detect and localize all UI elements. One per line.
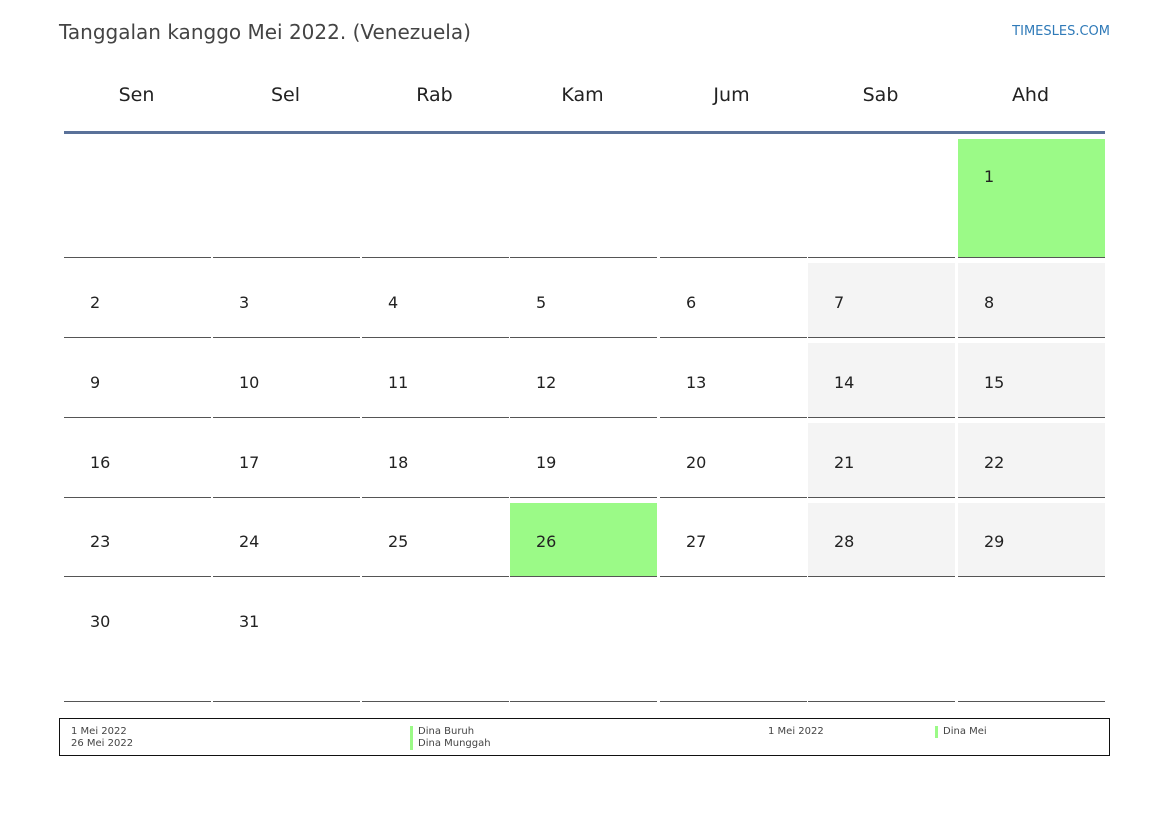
day-cell: 18 [362,423,509,498]
weekday-tue: Sel [270,84,301,106]
day-number: 26 [536,532,557,551]
day-cell [362,583,509,702]
day-cell: 15 [958,343,1105,418]
day-number: 9 [90,373,101,392]
legend-holiday-date-1: 1 Mei 2022 [71,726,127,737]
brand-link[interactable]: TIMESLES.COM [1012,24,1110,39]
day-number: 24 [239,532,260,551]
day-cell: 20 [660,423,807,498]
day-cell: 6 [660,263,807,338]
day-cell [660,139,807,258]
day-cell: 12 [510,343,657,418]
day-cell [958,583,1105,702]
day-number: 16 [90,453,111,472]
day-number: 2 [90,293,101,312]
day-cell: 17 [213,423,360,498]
day-cell: 11 [362,343,509,418]
day-number: 4 [388,293,399,312]
legend-observance-date-1: 1 Mei 2022 [768,726,824,737]
day-cell: 23 [64,503,211,577]
weekday-sat: Sab [862,84,899,106]
weekday-header: Sen Sel Rab Kam Jum Sab Ahd [64,84,1105,112]
day-cell: 30 [64,583,211,702]
day-cell: 25 [362,503,509,577]
day-cell [510,583,657,702]
day-number: 10 [239,373,260,392]
day-number: 15 [984,373,1005,392]
day-cell [660,583,807,702]
day-number: 1 [984,167,995,186]
day-cell: 26 [510,503,657,577]
day-number: 8 [984,293,995,312]
legend-holiday-marker-1 [410,726,413,738]
day-number: 29 [984,532,1005,551]
day-number: 30 [90,612,111,631]
day-cell: 31 [213,583,360,702]
day-number: 17 [239,453,260,472]
day-cell [213,139,360,258]
day-number: 7 [834,293,845,312]
day-number: 27 [686,532,707,551]
day-cell: 22 [958,423,1105,498]
day-number: 25 [388,532,409,551]
day-number: 11 [388,373,409,392]
day-cell [362,139,509,258]
day-cell: 5 [510,263,657,338]
day-cell: 13 [660,343,807,418]
day-number: 14 [834,373,855,392]
day-cell: 3 [213,263,360,338]
weekday-fri: Jum [713,84,750,106]
day-cell: 28 [808,503,955,577]
day-cell [808,583,955,702]
legend-observance-name-1: Dina Mei [943,726,987,737]
day-cell: 19 [510,423,657,498]
day-cell [510,139,657,258]
page-title: Tanggalan kanggo Mei 2022. (Venezuela) [59,20,471,44]
day-cell: 7 [808,263,955,338]
day-cell [64,139,211,258]
day-cell: 4 [362,263,509,338]
day-number: 23 [90,532,111,551]
day-cell: 29 [958,503,1105,577]
day-number: 13 [686,373,707,392]
day-cell: 14 [808,343,955,418]
day-cell: 8 [958,263,1105,338]
day-cell: 27 [660,503,807,577]
legend-observance-marker-1 [935,726,938,738]
weekday-thu: Kam [561,84,604,106]
day-number: 5 [536,293,547,312]
legend-holiday-name-1: Dina Buruh [418,726,475,737]
day-cell: 9 [64,343,211,418]
day-number: 12 [536,373,557,392]
legend-holiday-name-2: Dina Munggah [418,738,491,749]
day-number: 22 [984,453,1005,472]
weekday-wed: Rab [416,84,453,106]
day-cell: 21 [808,423,955,498]
day-number: 31 [239,612,260,631]
weekday-sun: Ahd [1011,84,1050,106]
weekday-mon: Sen [118,84,155,106]
day-cell: 1 [958,139,1105,258]
day-cell: 24 [213,503,360,577]
day-number: 21 [834,453,855,472]
day-number: 18 [388,453,409,472]
holiday-legend: 1 Mei 2022 26 Mei 2022 Dina Buruh Dina M… [59,718,1110,756]
day-number: 28 [834,532,855,551]
day-number: 20 [686,453,707,472]
day-cell: 2 [64,263,211,338]
legend-holiday-date-2: 26 Mei 2022 [71,738,134,749]
day-cell: 10 [213,343,360,418]
legend-holiday-marker-2 [410,738,413,750]
day-cell [808,139,955,258]
header-divider [64,131,1105,134]
day-number: 19 [536,453,557,472]
day-number: 3 [239,293,250,312]
day-cell: 16 [64,423,211,498]
day-number: 6 [686,293,697,312]
